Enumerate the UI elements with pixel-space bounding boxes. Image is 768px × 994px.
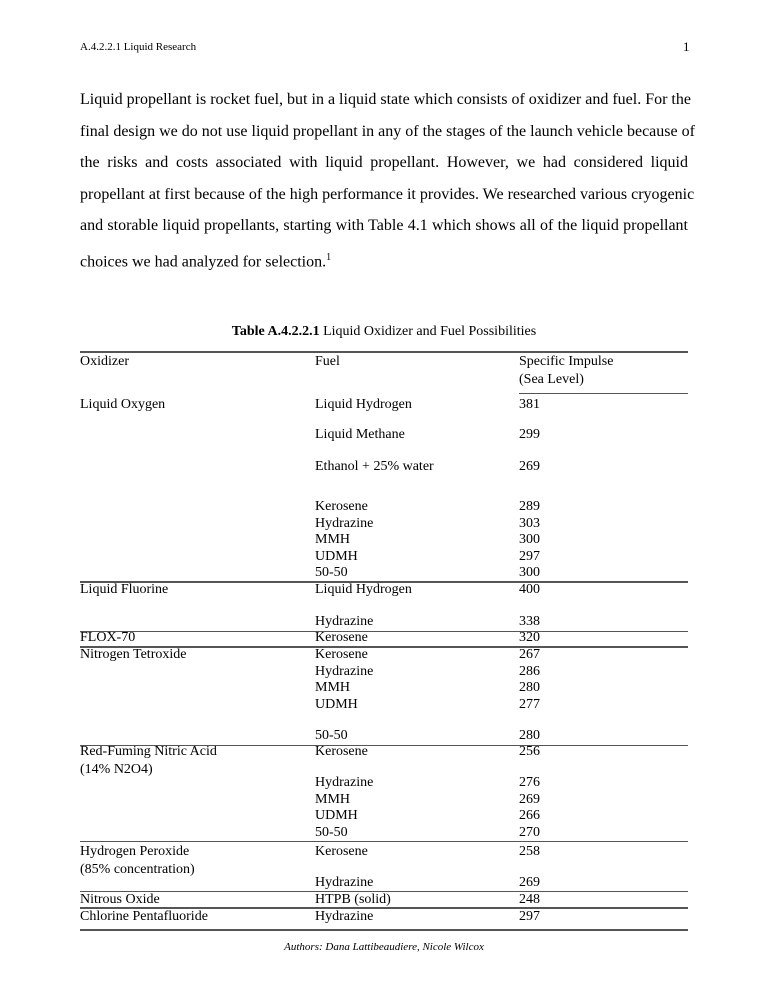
isp-cell: 267 [519,647,540,662]
fuel-cell: Hydrazine [315,775,374,790]
fuel-cell: Kerosene [315,844,368,859]
fuel-cell: Hydrazine [315,614,374,629]
fuel-cell: HTPB (solid) [315,892,391,907]
isp-cell: 248 [519,892,540,907]
fuel-cell: Liquid Methane [315,427,405,442]
isp-cell: 400 [519,582,540,597]
footer-authors: Authors: Dana Lattibeaudiere, Nicole Wil… [284,941,484,953]
table-rule [80,841,688,842]
column-header-isp: Specific Impulse [519,354,614,369]
isp-cell: 269 [519,459,540,474]
fuel-cell: Kerosene [315,744,368,759]
fuel-cell: 50-50 [315,728,348,743]
isp-cell: 266 [519,808,540,823]
fuel-cell: Hydrazine [315,875,374,890]
oxidizer-cell: Hydrogen Peroxide [80,844,190,859]
table-rule [80,351,688,353]
column-header-oxidizer: Oxidizer [80,354,129,369]
fuel-cell: Liquid Hydrogen [315,397,412,412]
table-rule [80,581,688,583]
isp-cell: 256 [519,744,540,759]
footnote-reference: 1 [326,252,332,263]
table-rule [80,745,688,746]
paragraph-line: final design we do not use liquid propel… [80,123,695,140]
fuel-cell: 50-50 [315,565,348,580]
oxidizer-cell: Chlorine Pentafluoride [80,909,208,924]
isp-cell: 280 [519,680,540,695]
table-caption-text: Liquid Oxidizer and Fuel Possibilities [319,324,537,339]
fuel-cell: MMH [315,680,351,695]
table-rule [80,907,688,909]
fuel-cell: Hydrazine [315,664,374,679]
oxidizer-cell: (85% concentration) [80,862,195,877]
paragraph-line: Liquid propellant is rocket fuel, but in… [80,91,691,108]
isp-cell: 320 [519,630,540,645]
fuel-cell: 50-50 [315,825,348,840]
isp-cell: 297 [519,549,540,564]
oxidizer-cell: Nitrous Oxide [80,892,160,907]
isp-cell: 381 [519,397,540,412]
isp-cell: 269 [519,792,540,807]
isp-cell: 297 [519,909,540,924]
table-caption: Table A.4.2.2.1 Liquid Oxidizer and Fuel… [0,324,768,340]
oxidizer-cell: Nitrogen Tetroxide [80,647,187,662]
running-header: A.4.2.2.1 Liquid Research [80,41,197,53]
isp-cell: 300 [519,565,540,580]
page-number: 1 [683,39,690,54]
paragraph-line: the risks and costs associated with liqu… [80,154,688,171]
fuel-cell: UDMH [315,697,358,712]
oxidizer-cell: FLOX-70 [80,630,136,645]
fuel-cell: UDMH [315,808,358,823]
isp-cell: 277 [519,697,540,712]
fuel-cell: Ethanol + 25% water [315,459,434,474]
isp-cell: 280 [519,728,540,743]
isp-cell: 270 [519,825,540,840]
table-rule [80,631,688,632]
table-rule [80,891,688,892]
isp-cell: 299 [519,427,540,442]
oxidizer-cell: Liquid Oxygen [80,397,166,412]
fuel-cell: MMH [315,532,351,547]
table-rule [80,646,688,648]
isp-cell: 269 [519,875,540,890]
fuel-cell: Hydrazine [315,516,374,531]
isp-cell: 289 [519,499,540,514]
isp-cell: 276 [519,775,540,790]
fuel-cell: UDMH [315,549,358,564]
paragraph-line: and storable liquid propellants, startin… [80,217,688,234]
paragraph-line: propellant at first because of the high … [80,186,695,203]
fuel-cell: Kerosene [315,499,368,514]
isp-cell: 303 [519,516,540,531]
fuel-cell: Liquid Hydrogen [315,582,412,597]
paragraph-line: choices we had analyzed for selection.1 [80,249,688,271]
isp-cell: 338 [519,614,540,629]
table-rule [519,393,688,394]
fuel-cell: Kerosene [315,630,368,645]
paragraph-text: choices we had analyzed for selection. [80,253,327,271]
oxidizer-cell: Red-Fuming Nitric Acid [80,744,217,759]
fuel-cell: MMH [315,792,351,807]
isp-cell: 300 [519,532,540,547]
column-header-isp-unit: (Sea Level) [519,372,584,387]
table-rule [80,929,688,931]
oxidizer-cell: (14% N2O4) [80,762,153,777]
column-header-fuel: Fuel [315,354,340,369]
table-caption-label: Table A.4.2.2.1 [231,324,320,339]
fuel-cell: Hydrazine [315,909,374,924]
isp-cell: 258 [519,844,540,859]
oxidizer-cell: Liquid Fluorine [80,582,169,597]
fuel-cell: Kerosene [315,647,368,662]
isp-cell: 286 [519,664,540,679]
